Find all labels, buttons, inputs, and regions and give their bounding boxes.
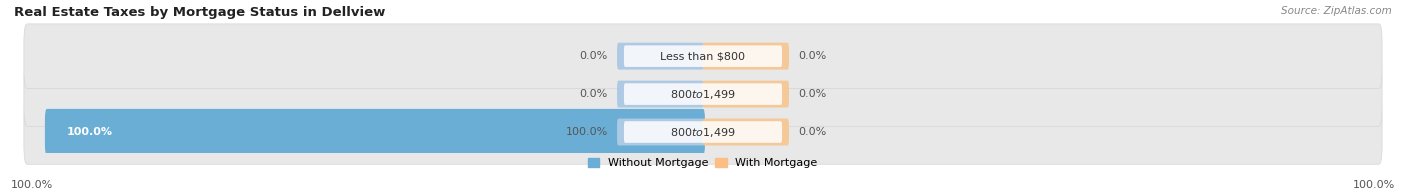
FancyBboxPatch shape bbox=[624, 83, 782, 105]
Text: Source: ZipAtlas.com: Source: ZipAtlas.com bbox=[1281, 6, 1392, 16]
FancyBboxPatch shape bbox=[703, 119, 789, 145]
FancyBboxPatch shape bbox=[624, 45, 782, 67]
Text: 100.0%: 100.0% bbox=[1353, 180, 1395, 190]
Text: 0.0%: 0.0% bbox=[799, 127, 827, 137]
Text: 0.0%: 0.0% bbox=[579, 89, 607, 99]
FancyBboxPatch shape bbox=[617, 119, 703, 145]
Legend: Without Mortgage, With Mortgage: Without Mortgage, With Mortgage bbox=[588, 158, 818, 169]
Text: 100.0%: 100.0% bbox=[11, 180, 53, 190]
Text: 0.0%: 0.0% bbox=[799, 89, 827, 99]
Text: Less than $800: Less than $800 bbox=[661, 51, 745, 61]
Text: $800 to $1,499: $800 to $1,499 bbox=[671, 88, 735, 101]
Text: Real Estate Taxes by Mortgage Status in Dellview: Real Estate Taxes by Mortgage Status in … bbox=[14, 6, 385, 19]
FancyBboxPatch shape bbox=[24, 100, 1382, 164]
FancyBboxPatch shape bbox=[45, 109, 704, 155]
Text: 100.0%: 100.0% bbox=[66, 127, 112, 137]
FancyBboxPatch shape bbox=[24, 24, 1382, 88]
Text: 100.0%: 100.0% bbox=[565, 127, 607, 137]
FancyBboxPatch shape bbox=[24, 62, 1382, 126]
FancyBboxPatch shape bbox=[703, 43, 789, 70]
Text: 0.0%: 0.0% bbox=[799, 51, 827, 61]
FancyBboxPatch shape bbox=[624, 121, 782, 143]
FancyBboxPatch shape bbox=[617, 43, 703, 70]
FancyBboxPatch shape bbox=[617, 81, 703, 108]
Text: 0.0%: 0.0% bbox=[579, 51, 607, 61]
FancyBboxPatch shape bbox=[703, 81, 789, 108]
Text: $800 to $1,499: $800 to $1,499 bbox=[671, 125, 735, 139]
